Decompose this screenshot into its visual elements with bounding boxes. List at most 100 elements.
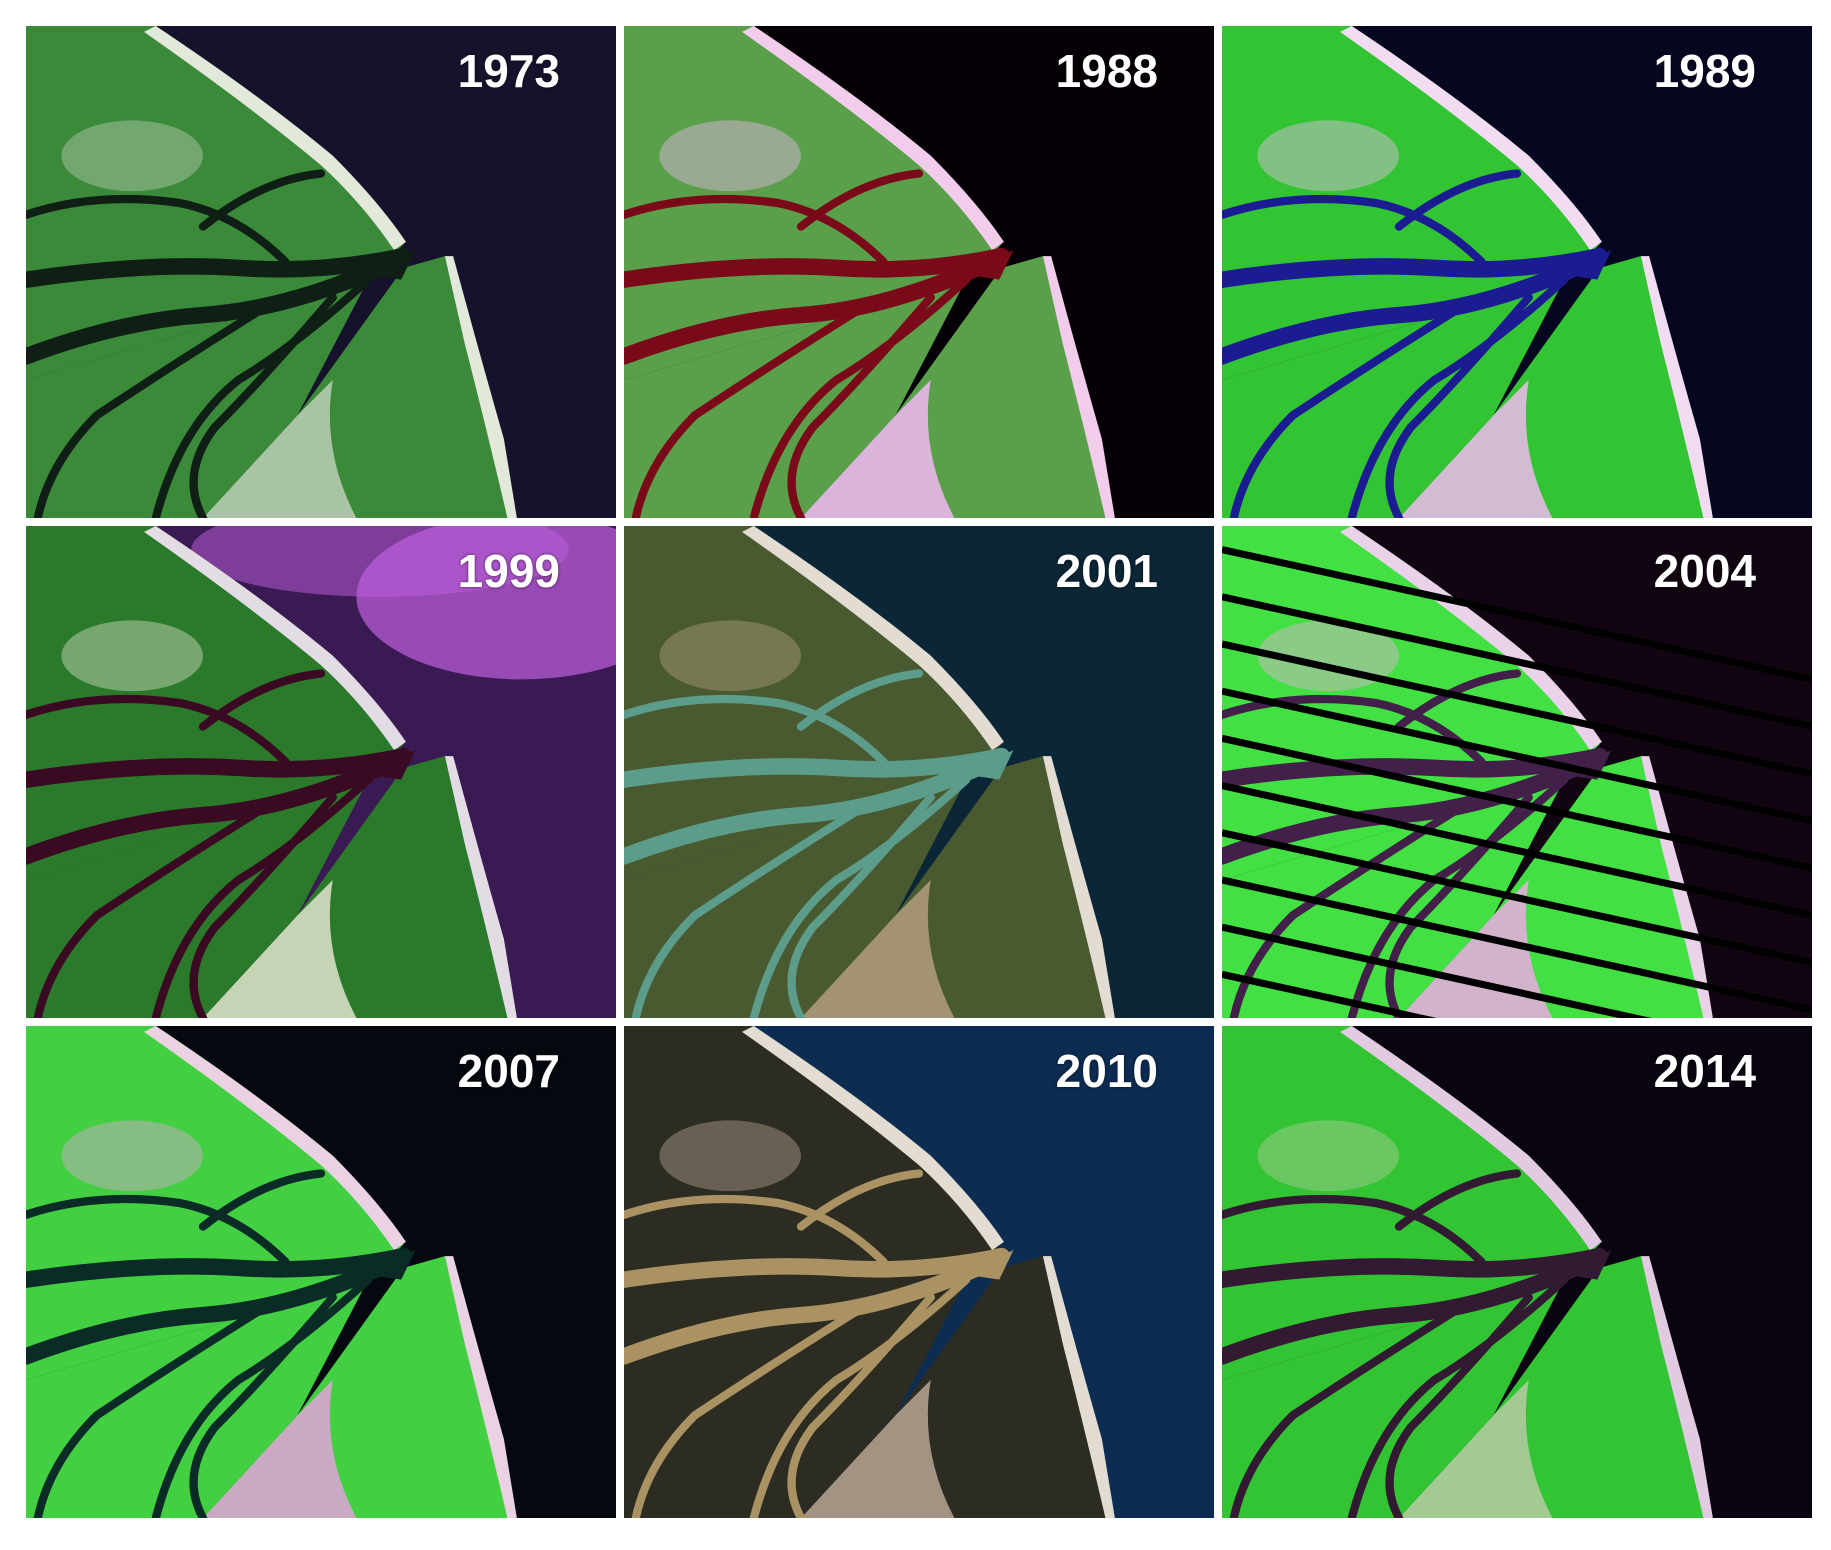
satellite-image xyxy=(26,1026,616,1518)
beach xyxy=(444,256,517,518)
river xyxy=(1347,1275,1569,1518)
river-mouth xyxy=(362,1250,416,1280)
satellite-panel: 2014 xyxy=(1222,1026,1812,1518)
river xyxy=(749,275,971,518)
year-label: 2004 xyxy=(1653,545,1756,597)
satellite-image xyxy=(1222,526,1812,1018)
haze xyxy=(191,526,569,597)
river xyxy=(1222,1194,1486,1267)
river xyxy=(749,1275,971,1518)
river xyxy=(151,775,373,1018)
river xyxy=(624,694,888,767)
land xyxy=(624,779,967,1018)
beach xyxy=(742,26,1004,251)
river xyxy=(198,1169,326,1231)
beach xyxy=(1340,526,1602,751)
beach xyxy=(144,526,406,751)
bare-land xyxy=(1399,379,1553,518)
river xyxy=(189,1293,337,1518)
river xyxy=(1229,1305,1463,1518)
beach xyxy=(1042,1256,1115,1518)
bare-land xyxy=(801,879,955,1018)
satellite-image xyxy=(1222,26,1812,518)
river xyxy=(624,194,888,267)
beach xyxy=(1640,256,1713,518)
bare-land xyxy=(801,1379,955,1518)
bare-land xyxy=(801,379,955,518)
satellite-panel: 2010 xyxy=(624,1026,1214,1518)
field xyxy=(659,620,801,692)
year-label: 1973 xyxy=(457,45,560,97)
bare-land xyxy=(203,1379,357,1518)
bare-land xyxy=(203,379,357,518)
river xyxy=(1222,1259,1585,1365)
bare-land xyxy=(1399,879,1553,1018)
bare-land xyxy=(203,879,357,1018)
beach xyxy=(742,1026,1004,1251)
river-mouth xyxy=(960,1250,1014,1280)
beach xyxy=(144,1026,406,1251)
beach xyxy=(1340,1026,1602,1251)
river-mouth xyxy=(1558,250,1612,280)
land xyxy=(1222,1279,1565,1518)
land xyxy=(624,279,967,518)
scan-line-gap xyxy=(1222,593,1812,731)
beach xyxy=(444,756,517,1018)
river xyxy=(189,793,337,1018)
river xyxy=(624,1194,888,1267)
river-mouth xyxy=(362,250,416,280)
river xyxy=(1222,759,1585,865)
river xyxy=(1222,247,1608,288)
river xyxy=(151,1275,373,1518)
satellite-image xyxy=(624,1026,1214,1518)
river xyxy=(33,805,267,1018)
scan-line-gap xyxy=(1222,970,1437,1018)
river xyxy=(1222,194,1486,267)
river xyxy=(787,793,935,1018)
beach xyxy=(1340,26,1602,251)
satellite-image xyxy=(624,526,1214,1018)
year-label: 2014 xyxy=(1653,1045,1756,1097)
year-label: 1999 xyxy=(457,545,560,597)
satellite-panel: 2007 xyxy=(26,1026,616,1518)
river xyxy=(1222,1247,1608,1288)
land xyxy=(26,779,369,1018)
river xyxy=(1229,305,1463,518)
river-mouth xyxy=(960,250,1014,280)
field xyxy=(61,620,204,692)
land xyxy=(26,279,369,518)
field xyxy=(659,1120,801,1192)
river xyxy=(26,694,290,767)
year-label: 1989 xyxy=(1653,45,1756,97)
satellite-panel: 1988 xyxy=(624,26,1214,518)
year-label: 1988 xyxy=(1055,45,1158,97)
satellite-image xyxy=(624,26,1214,518)
land xyxy=(26,1279,369,1518)
river xyxy=(624,247,1010,288)
beach xyxy=(1042,756,1115,1018)
river xyxy=(189,293,337,518)
beach xyxy=(1640,1256,1713,1518)
satellite-panel: 2004 xyxy=(1222,526,1812,1018)
river xyxy=(33,1305,267,1518)
river xyxy=(198,169,326,231)
scan-line-gap xyxy=(1222,640,1812,778)
river xyxy=(26,1259,389,1365)
beach xyxy=(1042,256,1115,518)
river xyxy=(26,747,412,788)
satellite-panel: 2001 xyxy=(624,526,1214,1018)
scan-line-gap xyxy=(1222,546,1812,683)
river xyxy=(631,305,865,518)
image-grid: 1973 1988 1989 1999 2001 2004 2007 2010 2014 xyxy=(26,26,1812,1518)
river xyxy=(749,775,971,1018)
river-mouth xyxy=(1558,1250,1612,1280)
river xyxy=(631,1305,865,1518)
river xyxy=(624,1259,987,1365)
bare-land xyxy=(1399,1379,1553,1518)
field xyxy=(1257,120,1399,192)
scan-line-gap xyxy=(1222,876,1812,1014)
river xyxy=(26,194,290,267)
river xyxy=(787,293,935,518)
river xyxy=(1222,259,1585,365)
